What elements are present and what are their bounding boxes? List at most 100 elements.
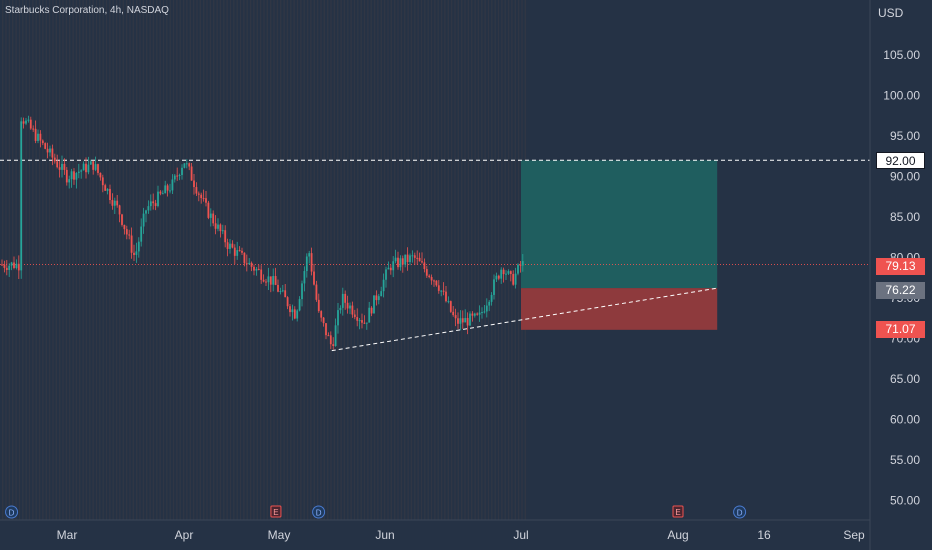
candle-down bbox=[317, 299, 320, 312]
candle-down bbox=[207, 202, 210, 218]
candle-down bbox=[128, 234, 131, 236]
candle-down bbox=[104, 185, 107, 191]
session-band bbox=[360, 0, 362, 520]
candle-up bbox=[308, 253, 311, 257]
candle-down bbox=[457, 318, 459, 324]
session-band bbox=[373, 0, 376, 520]
session-band bbox=[35, 0, 37, 520]
profit-zone bbox=[521, 160, 718, 289]
candle-down bbox=[466, 317, 469, 326]
price-tick-label: 85.00 bbox=[890, 210, 920, 224]
session-band bbox=[233, 0, 235, 520]
candle-up bbox=[459, 318, 462, 324]
candle-down bbox=[413, 255, 416, 258]
candle-up bbox=[10, 262, 13, 266]
candle-up bbox=[15, 263, 18, 268]
candle-down bbox=[313, 271, 315, 285]
candle-down bbox=[56, 161, 59, 168]
candle-down bbox=[351, 305, 354, 315]
session-band bbox=[316, 0, 319, 520]
session-band bbox=[343, 0, 346, 520]
time-tick-label: Apr bbox=[175, 528, 194, 542]
session-band bbox=[159, 0, 161, 520]
candle-down bbox=[51, 148, 54, 158]
candle-up bbox=[145, 210, 147, 214]
candle-up bbox=[185, 163, 188, 165]
session-band bbox=[95, 0, 98, 520]
candle-up bbox=[82, 163, 85, 171]
session-band bbox=[213, 0, 215, 520]
candle-up bbox=[514, 273, 517, 285]
candle-up bbox=[27, 119, 30, 121]
chart-title: Starbucks Corporation, 4h, NASDAQ bbox=[5, 5, 169, 16]
candle-up bbox=[303, 271, 306, 284]
session-band bbox=[72, 0, 74, 520]
candle-down bbox=[111, 200, 114, 206]
session-band bbox=[92, 0, 94, 520]
session-band bbox=[380, 0, 382, 520]
candle-down bbox=[260, 269, 263, 280]
session-band bbox=[48, 0, 51, 520]
candle-down bbox=[423, 262, 426, 270]
candle-up bbox=[409, 255, 411, 263]
session-band bbox=[253, 0, 255, 520]
session-band bbox=[99, 0, 101, 520]
candle-up bbox=[157, 191, 159, 207]
candle-down bbox=[29, 119, 32, 129]
candle-down bbox=[325, 323, 327, 336]
position-zones bbox=[521, 160, 718, 330]
candle-down bbox=[226, 242, 229, 249]
session-band bbox=[182, 0, 185, 520]
candle-up bbox=[248, 262, 251, 265]
session-band bbox=[59, 0, 61, 520]
price-tick-label: 65.00 bbox=[890, 372, 920, 386]
candle-down bbox=[190, 166, 193, 181]
candle-up bbox=[349, 305, 351, 309]
session-band bbox=[22, 0, 24, 520]
candle-down bbox=[32, 128, 35, 130]
candle-down bbox=[401, 258, 404, 265]
candle-down bbox=[243, 252, 246, 264]
candle-up bbox=[505, 273, 507, 275]
session-band bbox=[203, 0, 205, 520]
session-band bbox=[511, 0, 513, 520]
candle-up bbox=[358, 320, 361, 322]
candle-up bbox=[296, 310, 299, 319]
session-band bbox=[320, 0, 322, 520]
drawing-lines bbox=[0, 159, 870, 352]
session-bands bbox=[2, 0, 526, 520]
candle-down bbox=[22, 121, 25, 124]
session-band bbox=[172, 0, 175, 520]
candle-down bbox=[46, 148, 49, 153]
dividend-marker-label: D bbox=[737, 509, 743, 518]
session-band bbox=[327, 0, 329, 520]
candle-down bbox=[449, 301, 452, 312]
candle-up bbox=[380, 291, 383, 297]
session-band bbox=[179, 0, 181, 520]
session-band bbox=[263, 0, 265, 520]
price-tick-label: 105.00 bbox=[883, 48, 920, 62]
session-band bbox=[162, 0, 165, 520]
candle-up bbox=[495, 275, 498, 280]
session-band bbox=[89, 0, 91, 520]
session-band bbox=[249, 0, 252, 520]
session-band bbox=[387, 0, 389, 520]
candle-down bbox=[284, 290, 287, 298]
candle-down bbox=[197, 193, 200, 195]
session-band bbox=[286, 0, 289, 520]
candle-up bbox=[281, 290, 284, 292]
candle-down bbox=[389, 267, 392, 271]
session-band bbox=[25, 0, 27, 520]
session-band bbox=[109, 0, 111, 520]
session-band bbox=[471, 0, 473, 520]
time-axis[interactable]: Mar Apr May Jun Jul Aug 16 Sep bbox=[57, 528, 865, 542]
candle-up bbox=[485, 305, 488, 312]
candle-up bbox=[8, 265, 11, 271]
candle-down bbox=[85, 163, 87, 173]
candle-down bbox=[41, 140, 44, 144]
session-band bbox=[427, 0, 429, 520]
candle-up bbox=[75, 172, 78, 180]
candle-up bbox=[173, 175, 176, 180]
candle-down bbox=[497, 275, 500, 279]
